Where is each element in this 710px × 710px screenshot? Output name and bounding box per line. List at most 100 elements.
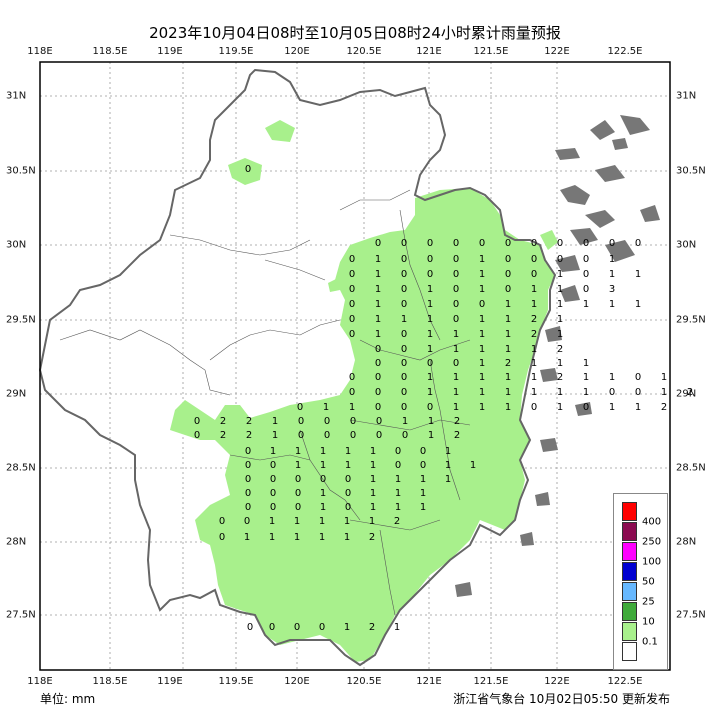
forecast-value: 0 — [324, 430, 330, 441]
forecast-value: 0 — [247, 622, 253, 633]
lon-label: 122E — [544, 46, 570, 57]
forecast-value: 2 — [454, 416, 460, 427]
forecast-value: 0 — [401, 372, 407, 383]
lat-label: 29.5N — [676, 314, 706, 326]
lon-label: 121E — [416, 676, 442, 687]
forecast-value: 0 — [349, 269, 355, 280]
map-title: 2023年10月04日08时至10月05日08时24小时累计雨量预报 — [149, 24, 561, 42]
legend-swatch — [622, 602, 637, 621]
forecast-value: 0 — [531, 254, 537, 265]
lon-label: 120.5E — [346, 676, 382, 687]
forecast-value: 1 — [375, 284, 381, 295]
forecast-value: 0 — [298, 430, 304, 441]
forecast-value: 1 — [505, 329, 511, 340]
forecast-value: 1 — [479, 254, 485, 265]
forecast-value: 0 — [349, 284, 355, 295]
forecast-value: 1 — [479, 402, 485, 413]
forecast-value: 1 — [557, 299, 563, 310]
forecast-value: 1 — [531, 372, 537, 383]
forecast-value: 1 — [557, 387, 563, 398]
forecast-value: 1 — [583, 358, 589, 369]
forecast-value: 0 — [427, 358, 433, 369]
issuer-label: 浙江省气象台 10月02日05:50 更新发布 — [453, 692, 670, 706]
forecast-values: 0 0 0 0 0 0 0 0 0 0 0 0 0 1 0 0 0 1 0 0 0 0 1 0 1 0 0 0 1 0 0 1 0 1 1 0 1 0 1 0… — [194, 164, 693, 633]
province-boundary — [38, 68, 557, 667]
forecast-value: 0 — [609, 387, 615, 398]
forecast-value: 0 — [505, 254, 511, 265]
forecast-value: 1 — [557, 358, 563, 369]
forecast-value: 1 — [320, 488, 326, 499]
forecast-value: 1 — [345, 446, 351, 457]
forecast-value: 0 — [245, 502, 251, 513]
forecast-value: 1 — [294, 516, 300, 527]
lon-label: 119E — [157, 46, 183, 57]
lat-label: 30N — [676, 239, 697, 251]
forecast-value: 2 — [687, 387, 693, 398]
forecast-value: 0 — [427, 402, 433, 413]
forecast-value: 1 — [427, 387, 433, 398]
forecast-value: 1 — [445, 446, 451, 457]
forecast-value: 0 — [219, 516, 225, 527]
forecast-value: 1 — [420, 488, 426, 499]
forecast-value: 1 — [370, 446, 376, 457]
forecast-value: 0 — [349, 372, 355, 383]
forecast-value: 0 — [244, 516, 250, 527]
forecast-value: 1 — [344, 622, 350, 633]
forecast-value: 0 — [453, 358, 459, 369]
forecast-value: 2 — [220, 416, 226, 427]
forecast-value: 0 — [583, 402, 589, 413]
forecast-value: 1 — [445, 474, 451, 485]
forecast-value: 0 — [245, 446, 251, 457]
rain-area — [170, 120, 558, 662]
forecast-value: 0 — [375, 387, 381, 398]
lon-label: 121.5E — [473, 46, 509, 57]
forecast-value: 1 — [370, 488, 376, 499]
forecast-value: 1 — [453, 329, 459, 340]
lon-label: 122.5E — [607, 676, 643, 687]
islands — [455, 115, 660, 597]
forecast-value: 0 — [349, 254, 355, 265]
lat-label: 28.5N — [6, 462, 36, 474]
forecast-value: 1 — [531, 358, 537, 369]
forecast-value: 0 — [420, 460, 426, 471]
lat-label: 28.5N — [676, 462, 706, 474]
forecast-value: 1 — [375, 329, 381, 340]
forecast-value: 1 — [479, 329, 485, 340]
forecast-value: 2 — [505, 358, 511, 369]
forecast-value: 1 — [320, 446, 326, 457]
forecast-value: 0 — [270, 460, 276, 471]
forecast-value: 0 — [350, 430, 356, 441]
forecast-value: 0 — [349, 387, 355, 398]
forecast-value: 1 — [402, 416, 408, 427]
forecast-value: 0 — [375, 238, 381, 249]
forecast-value: 0 — [401, 299, 407, 310]
forecast-value: 0 — [401, 358, 407, 369]
forecast-value: 2 — [220, 430, 226, 441]
forecast-value: 1 — [395, 502, 401, 513]
forecast-value: 1 — [344, 532, 350, 543]
legend-label: 50 — [642, 576, 655, 588]
forecast-value: 1 — [319, 532, 325, 543]
forecast-value: 1 — [661, 387, 667, 398]
forecast-value: 0 — [401, 254, 407, 265]
lon-label: 122.5E — [607, 46, 643, 57]
forecast-value: 0 — [401, 344, 407, 355]
forecast-value: 1 — [557, 329, 563, 340]
forecast-value: 1 — [557, 314, 563, 325]
forecast-value: 0 — [505, 284, 511, 295]
forecast-value: 0 — [375, 344, 381, 355]
forecast-value: 1 — [294, 532, 300, 543]
forecast-value: 1 — [401, 314, 407, 325]
forecast-value: 2 — [531, 314, 537, 325]
forecast-value: 0 — [295, 474, 301, 485]
forecast-value: 0 — [401, 402, 407, 413]
lat-label: 31N — [676, 90, 697, 102]
forecast-value: 0 — [427, 238, 433, 249]
forecast-value: 1 — [583, 299, 589, 310]
forecast-value: 3 — [609, 284, 615, 295]
forecast-value: 0 — [270, 488, 276, 499]
forecast-value: 1 — [635, 299, 641, 310]
forecast-value: 1 — [244, 532, 250, 543]
forecast-value: 1 — [479, 387, 485, 398]
forecast-value: 0 — [583, 238, 589, 249]
